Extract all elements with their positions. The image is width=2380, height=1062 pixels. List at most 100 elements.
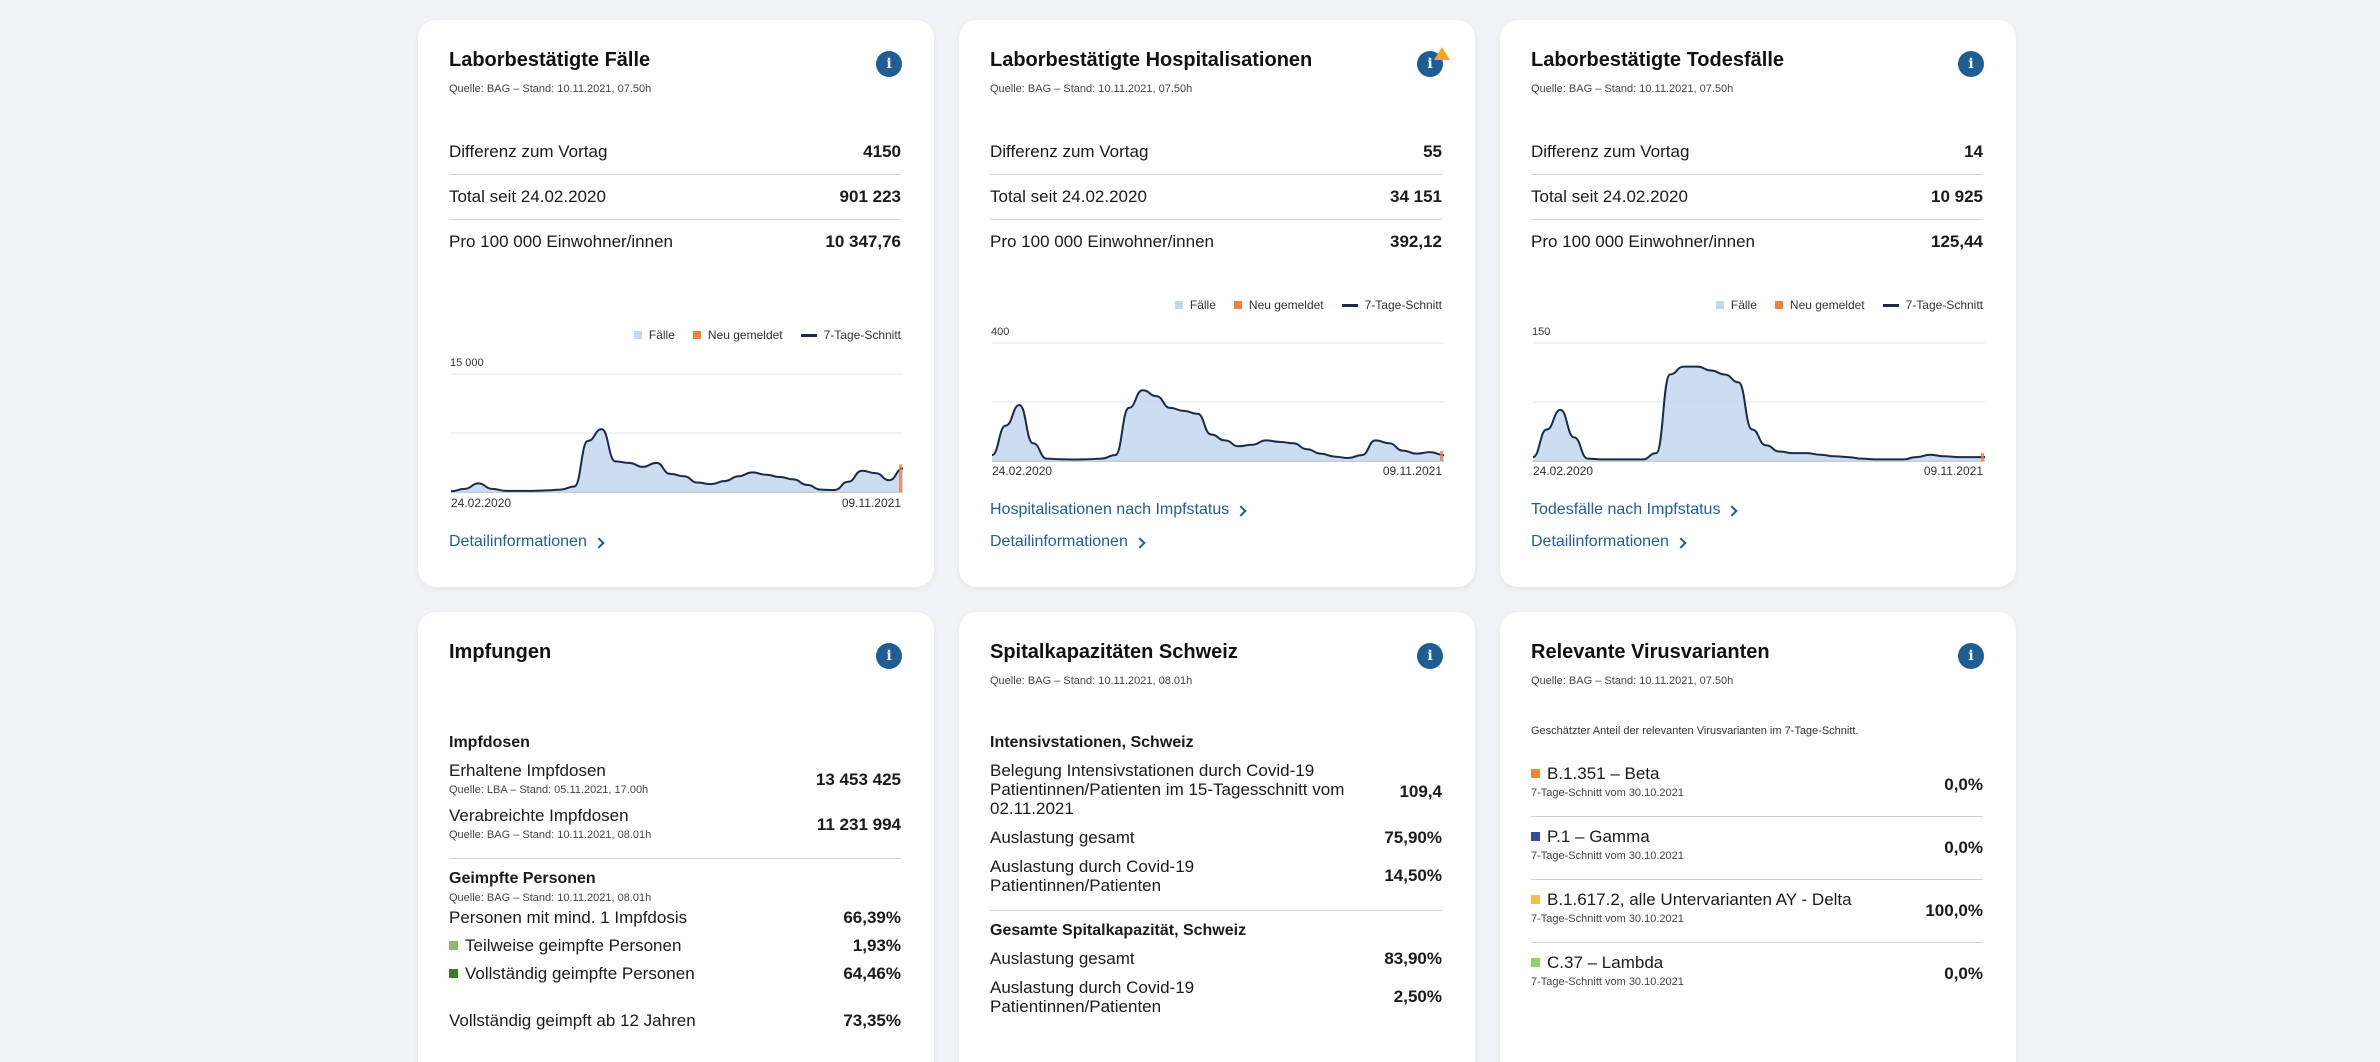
legend-neu: Neu gemeldet [1774, 298, 1865, 312]
card-title: Spitalkapazitäten Schweiz [990, 641, 1238, 663]
verabreicht-label: Verabreichte Impfdosen [449, 806, 629, 825]
variant-swatch [1531, 832, 1540, 841]
variant-value: 0,0% [1944, 964, 1983, 983]
g-auslastung-covid-value: 2,50% [1393, 987, 1442, 1006]
card-source: Quelle: BAG – Stand: 10.11.2021, 07.50h [990, 83, 1193, 95]
info-icon[interactable]: i [1417, 643, 1443, 669]
verabreicht-value: 11 231 994 [816, 815, 901, 834]
x-end-tick: 09.11.2021 [841, 496, 901, 510]
legend-faelle: Fälle [633, 328, 675, 342]
series-area-faelle [992, 390, 1444, 461]
divider [990, 910, 1442, 911]
series-line-7-tage-schnitt [992, 389, 1444, 461]
section-heading: Geimpfte Personen [449, 870, 596, 887]
stat-value: 34 151 [1390, 187, 1442, 206]
variant-value: 0,0% [1944, 838, 1983, 857]
stat-label: Total seit 24.02.2020 [990, 187, 1147, 206]
stat-row: Total seit 24.02.2020 10 925 [1531, 175, 1983, 219]
varianten-intro: Geschätzter Anteil der relevanten Virusv… [1531, 725, 1859, 737]
belegung-value: 109,4 [1399, 782, 1442, 801]
legend-swatch [1715, 301, 1724, 309]
stat-value: 10 347,76 [825, 232, 901, 251]
g-auslastung-label: Auslastung gesamt [990, 949, 1135, 968]
erhalten-value: 13 453 425 [815, 770, 901, 789]
info-icon[interactable]: i [876, 51, 902, 77]
legend-faelle: Fälle [1174, 298, 1216, 312]
link-label: Todesfälle nach Impfstatus [1531, 501, 1721, 518]
voll-value: 64,46% [843, 964, 901, 983]
legend-schnitt: 7-Tage-Schnitt [1341, 298, 1442, 312]
detail-link[interactable]: Detailinformationen [449, 533, 605, 551]
legend-schnitt: 7-Tage-Schnitt [1882, 298, 1983, 312]
voll-label: Vollständig geimpfte Personen [465, 964, 695, 983]
divider [449, 219, 901, 220]
variant-swatch [1531, 769, 1540, 778]
card-hospitalisationen: Laborbestätigte Hospitalisationen Quelle… [959, 20, 1475, 587]
card-source: Quelle: BAG – Stand: 10.11.2021, 07.50h [1531, 83, 1734, 95]
chevron-right-icon [1675, 536, 1687, 549]
series-line-7-tage-schnitt [1533, 365, 1985, 461]
ab12-label: Vollständig geimpft ab 12 Jahren [449, 1011, 696, 1030]
auslastung-value: 75,90% [1384, 828, 1442, 847]
card-spitalkapazitaeten: Spitalkapazitäten Schweiz Quelle: BAG – … [959, 612, 1475, 1062]
legend-schnitt: 7-Tage-Schnitt [800, 328, 901, 342]
stat-label: Pro 100 000 Einwohner/innen [1531, 232, 1755, 251]
chart-todesfaelle [1533, 342, 1985, 462]
divider [1531, 174, 1983, 175]
variant-name: B.1.351 – Beta [1547, 764, 1660, 783]
legend-line [800, 333, 817, 337]
x-end-tick: 09.11.2021 [1382, 464, 1442, 478]
x-end-tick: 09.11.2021 [1923, 464, 1983, 478]
ab12-value: 73,35% [843, 1011, 901, 1030]
stat-row: Total seit 24.02.2020 901 223 [449, 175, 901, 219]
card-title: Impfungen [449, 641, 552, 663]
stat-label: Differenz zum Vortag [990, 142, 1149, 161]
stat-label: Pro 100 000 Einwohner/innen [990, 232, 1214, 251]
section-heading: Intensivstationen, Schweiz [990, 734, 1194, 751]
y-max-tick: 15 000 [450, 357, 484, 369]
detail-link[interactable]: Detailinformationen [1531, 533, 1687, 551]
mind1-value: 66,39% [843, 908, 901, 927]
divider [1531, 879, 1983, 880]
link-label: Hospitalisationen nach Impfstatus [990, 501, 1230, 518]
warning-icon [1434, 47, 1450, 60]
info-icon[interactable]: i [1958, 643, 1984, 669]
voll-swatch [449, 969, 458, 978]
variant-value: 0,0% [1944, 775, 1983, 794]
legend-line [1882, 303, 1899, 307]
chevron-right-icon [1235, 504, 1247, 517]
info-icon[interactable]: i [1958, 51, 1984, 77]
info-icon[interactable]: i [876, 643, 902, 669]
detail-link[interactable]: Detailinformationen [990, 533, 1146, 551]
card-impfungen: Impfungen i Impfdosen Erhaltene Impfdose… [418, 612, 934, 1062]
stat-row: Pro 100 000 Einwohner/innen 10 347,76 [449, 220, 901, 264]
chart-hospitalisationen [992, 342, 1444, 462]
card-source: Quelle: BAG – Stand: 10.11.2021, 08.01h [990, 675, 1193, 687]
stat-row: Differenz zum Vortag 4150 [449, 130, 901, 174]
chevron-right-icon [1134, 536, 1146, 549]
variant-name: B.1.617.2, alle Untervarianten AY - Delt… [1547, 890, 1852, 909]
legend-line [1341, 303, 1358, 307]
variant-name: C.37 – Lambda [1547, 953, 1664, 972]
legend-swatch [1774, 301, 1783, 309]
y-max-tick: 400 [991, 326, 1010, 338]
stat-label: Differenz zum Vortag [1531, 142, 1690, 161]
series-line-7-tage-schnitt [451, 428, 903, 493]
g-auslastung-value: 83,90% [1384, 949, 1442, 968]
variant-item: P.1 – Gamma [1531, 827, 1650, 846]
card-source: Quelle: BAG – Stand: 10.11.2021, 07.50h [449, 83, 652, 95]
impfstatus-link[interactable]: Hospitalisationen nach Impfstatus [990, 501, 1247, 519]
link-label: Detailinformationen [1531, 533, 1669, 550]
variant-swatch [1531, 958, 1540, 967]
card-faelle: Laborbestätigte Fälle Quelle: BAG – Stan… [418, 20, 934, 587]
auslastung-label: Auslastung gesamt [990, 828, 1135, 847]
impfstatus-link[interactable]: Todesfälle nach Impfstatus [1531, 501, 1739, 519]
x-start-tick: 24.02.2020 [1533, 464, 1594, 478]
mind1-label: Personen mit mind. 1 Impfdosis [449, 908, 688, 927]
stat-row: Differenz zum Vortag 55 [990, 130, 1442, 174]
variant-value: 100,0% [1925, 901, 1983, 920]
series-area-faelle [451, 429, 903, 492]
variant-note: 7-Tage-Schnitt vom 30.10.2021 [1531, 976, 1684, 988]
stat-label: Pro 100 000 Einwohner/innen [449, 232, 673, 251]
legend-label: 7-Tage-Schnitt [823, 328, 901, 342]
